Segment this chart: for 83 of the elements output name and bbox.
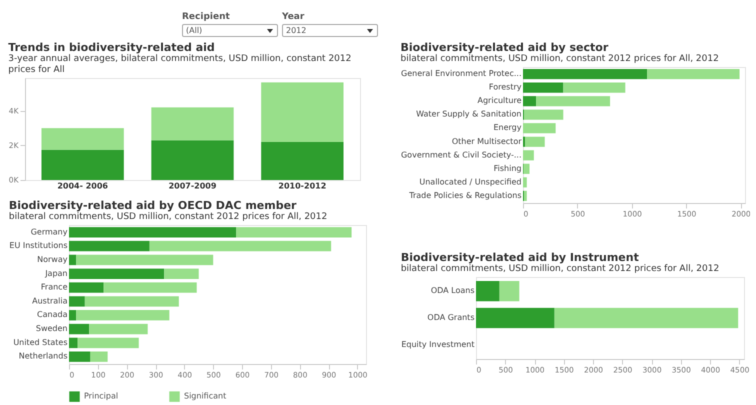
bar: [261, 82, 344, 142]
bar: [69, 310, 76, 320]
x-tick-label: 2007-2009: [168, 182, 217, 190]
bar: [524, 164, 530, 174]
bar: [499, 281, 520, 302]
bar: [78, 338, 139, 348]
chart-subtitle: bilateral commitments, USD million, constant 2012 prices for All, 2012: [400, 54, 719, 64]
bar: [89, 324, 148, 334]
y-tick-label: United States: [13, 338, 68, 347]
y-tick-label: Equity Investment: [401, 340, 474, 349]
bar: [69, 352, 90, 362]
bar: [476, 308, 554, 328]
y-tick-label: France: [40, 282, 68, 292]
y-tick-label: Canada: [37, 310, 68, 320]
text: Recipient: [182, 12, 231, 22]
bar: [69, 227, 236, 238]
bar: [647, 69, 740, 80]
bar: [236, 227, 352, 238]
bar: [523, 82, 564, 93]
bar: [523, 150, 534, 160]
chart-subtitle: 3-year annual averages, bilateral commitments, USD million, constant 2012 prices for All: [8, 54, 352, 75]
bar: [69, 240, 150, 252]
y-tick-label: Fishing: [494, 164, 522, 173]
bar: [563, 82, 626, 93]
y-tick-label: Norway: [37, 254, 68, 264]
bar: [536, 96, 610, 106]
bar: [524, 110, 564, 120]
bar: [523, 69, 648, 80]
dropdown: (All): [182, 24, 278, 37]
y-tick-label: Water Supply & Sanitation: [416, 110, 522, 119]
y-tick-label: Energy: [493, 123, 522, 132]
x-tick-label: 2004- 2006: [57, 182, 108, 190]
bar: [76, 254, 214, 266]
dropdown: 2012: [282, 24, 378, 37]
chart-title: Biodiversity-related aid by Instrument: [400, 251, 639, 264]
bar: [151, 107, 234, 140]
bar: [69, 268, 164, 279]
y-tick-label: ODA Grants: [427, 313, 474, 322]
bar: [69, 254, 76, 266]
chart-subtitle: bilateral commitments, USD million, constant 2012 prices for All, 2012: [8, 212, 328, 222]
bar: [554, 308, 738, 328]
legend-label: Principal: [84, 392, 118, 401]
bar: [41, 150, 124, 180]
y-tick-label: Trade Policies & Regulations: [408, 190, 522, 200]
bar: [476, 281, 500, 302]
bar: [523, 177, 527, 188]
bar: [164, 268, 199, 279]
bar: [523, 123, 556, 134]
y-tick-label: Sweden: [36, 324, 68, 334]
bar: [69, 324, 90, 334]
y-tick-label: Agriculture: [478, 96, 522, 106]
bar: [149, 240, 332, 252]
bar: [41, 128, 124, 150]
y-tick-label: ODA Loans: [430, 286, 474, 296]
bar: [69, 296, 85, 307]
bar: [104, 282, 197, 293]
x-tick-label: 2010-2012: [278, 182, 326, 190]
chart-title: Trends in biodiversity-related aid: [8, 41, 215, 54]
bar: [523, 96, 536, 106]
text: Year: [282, 12, 306, 22]
y-tick-label: General Environment Protec...: [401, 69, 522, 78]
y-tick-label: Australia: [32, 296, 68, 306]
bar: [261, 142, 344, 180]
bar: [76, 310, 170, 320]
bar: [69, 338, 78, 348]
bar: [84, 296, 179, 307]
chart-title: Biodiversity-related aid by OECD DAC member: [8, 199, 298, 212]
y-tick-label: Government & Civil Society-...: [400, 150, 522, 160]
y-tick-label: Germany: [30, 227, 68, 236]
legend-label: Significant: [184, 392, 226, 401]
bar: [69, 282, 104, 293]
y-tick-label: Netherlands: [18, 352, 68, 361]
bar: [90, 352, 108, 362]
bar: [524, 190, 527, 201]
y-tick-label: EU Institutions: [9, 241, 68, 250]
y-tick-label: Other Multisector: [452, 136, 522, 146]
bar: [525, 136, 545, 147]
chart-title: Biodiversity-related aid by sector: [400, 41, 609, 54]
y-tick-label: Unallocated / Unspecified: [419, 177, 522, 186]
y-tick-label: Japan: [44, 268, 68, 278]
bar: [151, 140, 234, 180]
y-tick-label: Forestry: [488, 82, 522, 92]
chart-subtitle: bilateral commitments, USD million, constant 2012 prices for All, 2012: [400, 264, 720, 274]
